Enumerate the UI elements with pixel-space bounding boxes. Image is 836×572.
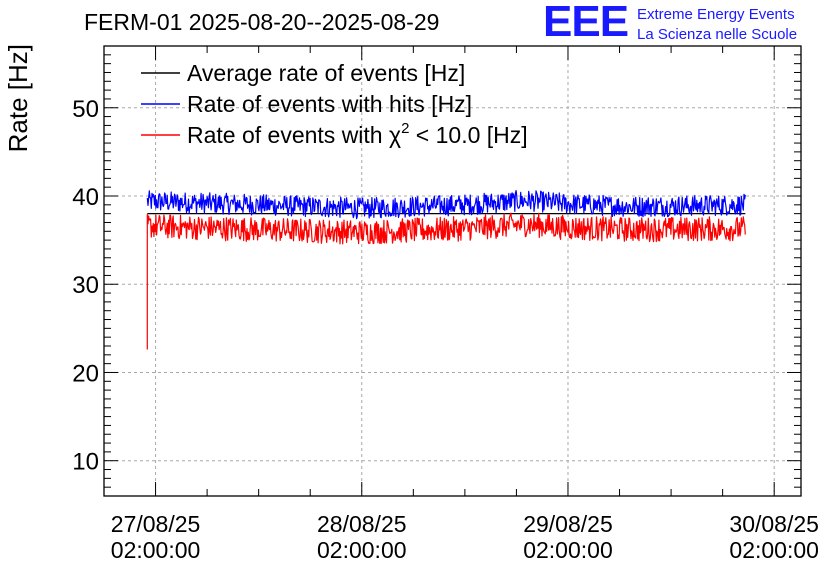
plot-border bbox=[103, 45, 802, 497]
y-tick-label: 10 bbox=[72, 449, 99, 476]
x-tick-label-time: 02:00:00 bbox=[111, 537, 201, 563]
y-axis-title: Rate [Hz] bbox=[3, 44, 33, 152]
x-tick-labels: 27/08/2502:00:0028/08/2502:00:0029/08/25… bbox=[111, 511, 819, 563]
x-tick-label-date: 28/08/25 bbox=[317, 511, 407, 537]
y-tick-labels: 10 20 30 40 50 bbox=[72, 96, 99, 476]
legend-label-2: Rate of events with χ2 < 10.0 [Hz] bbox=[187, 120, 528, 148]
legend-label-1: Rate of events with hits [Hz] bbox=[187, 91, 472, 117]
chart-title: FERM-01 2025-08-20--2025-08-29 bbox=[84, 9, 440, 35]
x-tick-label-date: 30/08/25 bbox=[729, 511, 819, 537]
grid-lines bbox=[104, 46, 801, 496]
y-tick-label: 40 bbox=[72, 184, 99, 211]
y-tick-label: 30 bbox=[72, 272, 99, 299]
x-tick-label-time: 02:00:00 bbox=[317, 537, 407, 563]
eee-logo-mark: EEE bbox=[543, 0, 629, 46]
axis-ticks bbox=[103, 45, 801, 497]
plot-frame bbox=[103, 45, 802, 497]
legend-label-0: Average rate of events [Hz] bbox=[187, 60, 465, 86]
logo-subtitle-line2: La Scienza nelle Scuole bbox=[637, 26, 798, 43]
logo-subtitle-line1: Extreme Energy Events bbox=[637, 6, 795, 23]
x-tick-label-date: 27/08/25 bbox=[111, 511, 201, 537]
series-line-2 bbox=[146, 212, 746, 350]
x-tick-label-date: 29/08/25 bbox=[523, 511, 613, 537]
y-tick-label: 20 bbox=[72, 360, 99, 387]
series-line-1 bbox=[146, 190, 746, 220]
x-tick-label-time: 02:00:00 bbox=[523, 537, 613, 563]
legend: Average rate of events [Hz] Rate of event… bbox=[141, 60, 528, 148]
x-tick-label-time: 02:00:00 bbox=[729, 537, 819, 563]
series-layer bbox=[146, 190, 746, 350]
y-tick-label: 50 bbox=[72, 96, 99, 123]
